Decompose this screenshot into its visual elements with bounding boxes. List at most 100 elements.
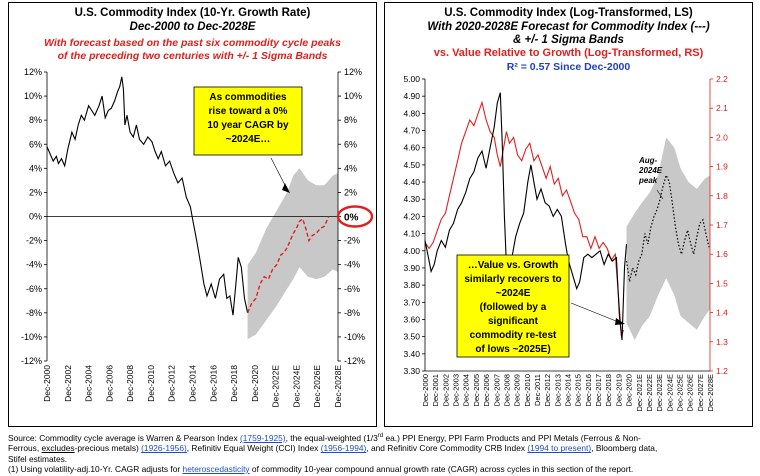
- y-left-tick-label: 4.40: [403, 177, 420, 187]
- source-link-1956-1994[interactable]: (1956-1994): [320, 443, 367, 454]
- x-tick-label: Dec-2008: [502, 374, 511, 407]
- y-tick-label-right: -8%: [344, 308, 360, 318]
- x-tick-label: Dec-2014: [564, 374, 573, 407]
- x-tick-label: Dec-2015: [574, 374, 583, 407]
- y-tick-label-right: -6%: [344, 284, 360, 294]
- callout-box-right-text: (followed by a: [480, 302, 547, 313]
- heteroscedasticity-link[interactable]: heteroscedasticity: [182, 464, 250, 474]
- footnote-1: (1) Using volatility-adj.10-Yr. CAGR adj…: [8, 464, 756, 475]
- y-tick-label: 4%: [29, 163, 42, 173]
- y-left-tick-label: 4.90: [403, 91, 420, 101]
- x-tick-label: Dec-2001: [431, 374, 440, 407]
- callout-box-right-text: of lows ~2025E): [475, 344, 550, 355]
- y-left-tick-label: 3.70: [403, 297, 420, 307]
- x-tick-label: Dec-2022E: [645, 374, 654, 412]
- y-right-tick-label: 1.3: [716, 337, 728, 347]
- y-tick-label-right: 4%: [344, 163, 357, 173]
- y-tick-label-right: -4%: [344, 260, 360, 270]
- right-chart-sigma-line: & +/- 1 Sigma Bands: [513, 34, 624, 46]
- x-tick-label: Dec-2002: [63, 365, 73, 402]
- y-tick-label-right: 6%: [344, 139, 357, 149]
- right-chart-title: U.S. Commodity Index (Log-Transformed, L…: [444, 7, 693, 19]
- y-right-tick-label: 1.4: [716, 308, 728, 318]
- x-tick-label: Dec-2010: [146, 365, 156, 402]
- source-note: Source: Commodity cycle average is Warre…: [8, 431, 756, 464]
- x-tick-label: Dec-2016: [208, 365, 218, 402]
- x-tick-label: Dec-2026E: [686, 374, 695, 412]
- footnote-text: of commodity 10-year compound annual gro…: [249, 464, 634, 474]
- callout-box-left-text: ~2024E…: [226, 134, 271, 145]
- x-tick-label: Dec-2013: [553, 374, 562, 407]
- peak-arrow: [656, 189, 664, 200]
- y-left-tick-label: 4.30: [403, 194, 420, 204]
- callout-box-right-text: ~2024E: [496, 288, 531, 299]
- x-tick-label: Dec-2018: [604, 374, 613, 407]
- x-tick-label: Dec-2020: [250, 365, 260, 402]
- source-link-1926-1956[interactable]: (1926-1956): [141, 443, 187, 454]
- x-tick-label: Dec-2019: [614, 374, 623, 407]
- x-tick-label: Dec-2000: [42, 365, 52, 402]
- source-text: , Refinitiv Equal Weight (CCI) Index: [186, 443, 321, 454]
- y-left-tick-label: 3.30: [403, 366, 420, 376]
- source-text: , and Refinitiv Core Commodity CRB Index: [366, 443, 528, 454]
- source-superscript: rd: [377, 433, 384, 439]
- y-left-tick-label: 3.60: [403, 314, 420, 324]
- right-chart-panel: U.S. Commodity Index (Log-Transformed, L…: [384, 2, 753, 427]
- source-link-1759-1925[interactable]: (1759-1925): [239, 432, 286, 443]
- source-underlined-text: excludes: [41, 443, 75, 454]
- right-chart-red-series-title: vs. Value Relative to Growth (Log-Transf…: [433, 47, 704, 59]
- zero-percent-highlight-circle: [336, 205, 374, 228]
- y-tick-label-right: 8%: [344, 115, 357, 125]
- y-left-tick-label: 4.70: [403, 126, 420, 136]
- x-tick-label: Dec-2000: [421, 374, 430, 407]
- y-tick-label-right: -12%: [344, 356, 365, 366]
- x-tick-label: Dec-2023E: [655, 374, 664, 412]
- callout-arrow: [270, 157, 288, 190]
- y-tick-label: 6%: [29, 139, 42, 149]
- footnote-text: (1) Using volatility-adj.10-Yr. CAGR adj…: [8, 464, 183, 474]
- value-vs-growth-red-line: [424, 100, 625, 337]
- y-tick-label: -10%: [21, 332, 42, 342]
- left-chart-date-range: Dec-2000 to Dec-2028E: [129, 21, 256, 33]
- y-right-tick-label: 2.1: [716, 103, 728, 113]
- x-tick-label: Dec-2002: [441, 374, 450, 407]
- y-right-tick-label: 2.2: [716, 74, 728, 84]
- y-left-tick-label: 3.90: [403, 263, 420, 273]
- growth-rate-line: [46, 76, 249, 316]
- x-tick-label: Dec-2004: [462, 374, 471, 407]
- y-right-tick-label: 2.0: [716, 132, 728, 142]
- x-tick-label: Dec-2025E: [675, 374, 684, 412]
- x-tick-label: Dec-2011: [533, 374, 542, 406]
- y-left-tick-label: 4.50: [403, 160, 420, 170]
- callout-box-right-text: commodity re-test: [470, 330, 557, 341]
- right-chart-forecast-line: With 2020-2028E Forecast for Commodity I…: [427, 21, 710, 33]
- y-right-tick-label: 1.6: [716, 249, 728, 259]
- peak-label: peak: [638, 176, 658, 185]
- peak-label: Aug-: [638, 156, 658, 165]
- left-chart-subtitle-line1: With forecast based on the past six comm…: [44, 37, 341, 49]
- callout-arrowhead: [615, 318, 625, 325]
- source-link-1994-present[interactable]: (1994 to present): [527, 443, 592, 454]
- commodity-index-line: [424, 92, 628, 341]
- callout-box-right-text: significant: [488, 316, 539, 327]
- y-tick-label: -6%: [26, 284, 42, 294]
- y-left-tick-label: 4.00: [403, 246, 420, 256]
- left-chart-title: U.S. Commodity Index (10-Yr. Growth Rate…: [74, 7, 311, 19]
- left-chart-plot: 12% 12% 10% 10% 8% 8% 6% 6% 4% 4% 2% 2% 0% -2% -2% -4% -…: [21, 67, 374, 408]
- callout-box-left-text: 10 year CAGR by: [207, 120, 289, 131]
- source-text: ea.) PPI Energy, PPI Farm Products and P…: [383, 432, 641, 443]
- y-tick-label: -12%: [21, 356, 42, 366]
- r-squared-label: R² = 0.57 Since Dec-2000: [506, 61, 631, 73]
- x-tick-label: Dec-2017: [594, 374, 603, 407]
- x-tick-label: Dec-2003: [452, 374, 461, 407]
- callout-box-left-text: As commodities: [209, 92, 287, 103]
- callout-box-right-text: similarly recovers to: [464, 274, 561, 285]
- callout-arrow: [570, 302, 622, 324]
- y-tick-label: -2%: [26, 236, 42, 246]
- y-tick-label-right: 10%: [344, 91, 362, 101]
- y-tick-label: 10%: [24, 91, 42, 101]
- x-tick-label: Dec-2028E: [333, 365, 343, 408]
- source-text: Source: Commodity cycle average is Warre…: [8, 432, 240, 443]
- y-right-tick-label: 1.2: [716, 366, 728, 376]
- y-left-tick-label: 3.50: [403, 332, 420, 342]
